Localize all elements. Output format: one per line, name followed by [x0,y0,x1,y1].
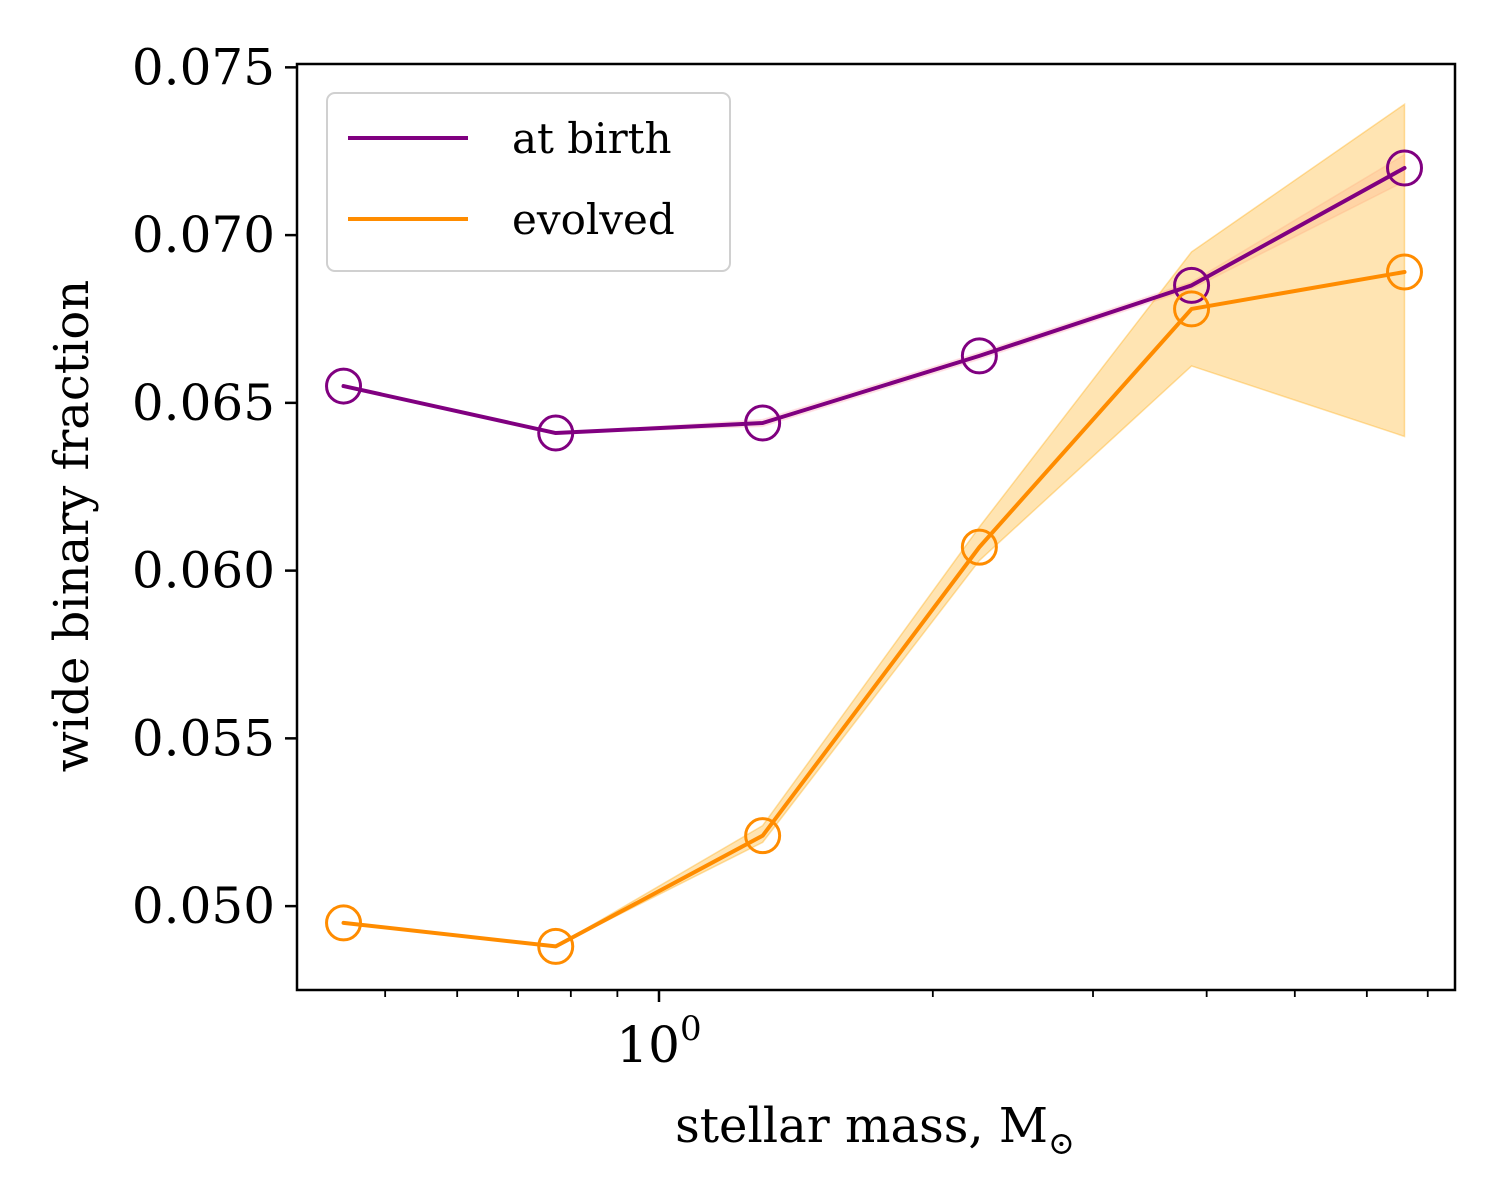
x-tick-label-exponent: 0 [680,1009,702,1049]
series-markers [325,149,1423,965]
y-axis: 0.050 0.055 0.060 0.065 0.070 0.075 [132,38,297,935]
legend: at birth evolved [326,92,731,272]
y-tick-label-3: 0.065 [132,374,275,432]
data-point-1-5 [1385,253,1423,291]
legend-label-at-birth: at birth [512,114,672,163]
y-axis-title: wide binary fraction [44,280,100,772]
data-point-0-4 [1173,266,1211,304]
data-point-1-1 [537,927,575,965]
y-tick-label-5: 0.075 [132,38,275,96]
series-line-1 [341,270,1407,949]
x-tick-label-base: 10 [616,1016,680,1074]
x-axis-title-subscript: ⊙ [1048,1124,1075,1162]
data-point-0-0 [325,367,363,405]
x-axis: 100 [384,990,1429,1074]
y-tick-label-2: 0.060 [132,542,275,600]
data-point-0-1 [537,414,575,452]
data-point-1-0 [325,904,363,942]
x-tick-label-0: 100 [616,1009,701,1074]
y-tick-label-0: 0.050 [132,877,275,935]
data-point-0-5 [1385,149,1423,187]
x-axis-title: stellar mass, M⊙ [675,1098,1075,1162]
series-lines [341,166,1407,949]
y-tick-label-1: 0.055 [132,709,275,767]
data-point-1-4 [1173,290,1211,328]
series-line-0 [341,166,1407,436]
legend-label-evolved: evolved [512,195,675,244]
data-point-1-3 [960,528,998,566]
data-point-0-3 [960,337,998,375]
plot-frame [295,62,1457,992]
x-axis-title-text: stellar mass, M [675,1098,1048,1154]
y-tick-label-4: 0.070 [132,206,275,264]
data-point-1-2 [744,817,782,855]
data-point-0-2 [744,404,782,442]
